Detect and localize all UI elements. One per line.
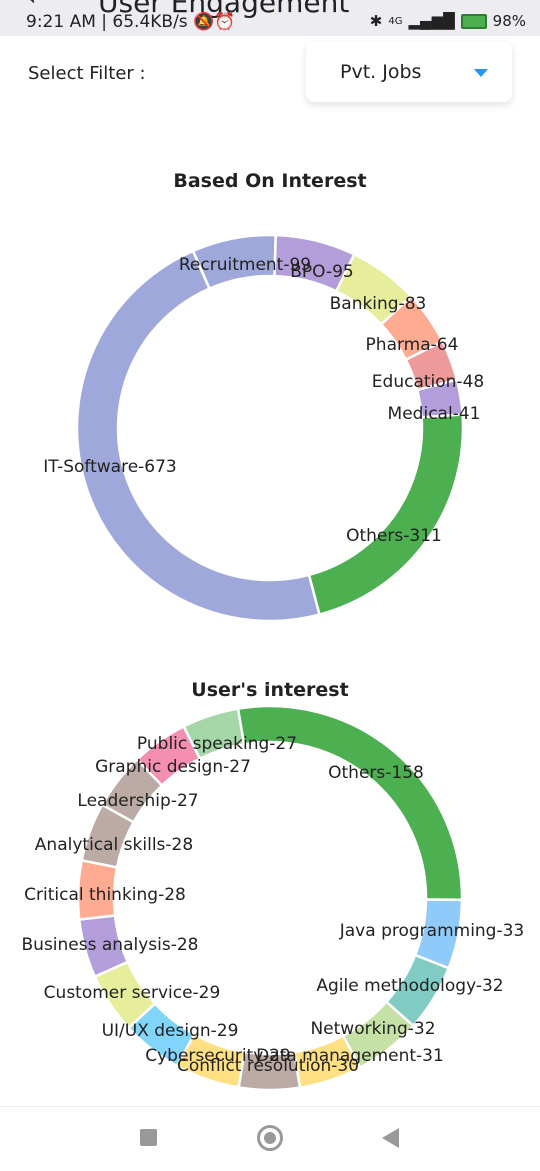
slice-label-ui-ux-design: UI/UX design-29 <box>102 1021 239 1041</box>
slice-label-agile-methodology: Agile methodology-32 <box>316 976 503 996</box>
slice-label-leadership: Leadership-27 <box>77 791 198 811</box>
status-icons: ✱ 4G ▂▄▆█ 98% <box>370 12 526 30</box>
chart2-title: User's interest <box>191 679 349 701</box>
bluetooth-icon: ✱ <box>369 12 383 30</box>
home-icon[interactable] <box>257 1125 283 1151</box>
slice-label-it-software: IT-Software-673 <box>43 457 177 477</box>
slice-label-data-management: Data management-31 <box>256 1046 444 1066</box>
battery-icon <box>460 13 487 29</box>
filter-selected-value: Pvt. Jobs <box>340 61 422 83</box>
slice-label-banking: Banking-83 <box>330 294 427 314</box>
slice-label-medical: Medical-41 <box>388 404 481 424</box>
status-time-speed: 9:21 AM | 65.4KB/s 🔕⏰ <box>26 12 236 32</box>
caret-down-icon <box>474 69 488 77</box>
slice-label-recruitment: Recruitment-99 <box>179 255 311 275</box>
slice-label-bpo: BPO-95 <box>290 262 354 282</box>
back-icon[interactable] <box>382 1128 399 1148</box>
chart-users-interest: Others-158 Java programming-33 Agile metho… <box>22 704 525 1092</box>
chart1-title: Based On Interest <box>173 170 367 192</box>
navigation-bar <box>0 1106 540 1171</box>
signal-icon: ▂▄▆█ <box>408 12 455 30</box>
slice-label-customer-service: Customer service-29 <box>44 983 221 1003</box>
bell-muted-icon: 🔕 <box>193 12 215 32</box>
battery-percent: 98% <box>492 12 526 30</box>
filter-dropdown[interactable]: Pvt. Jobs <box>306 42 512 102</box>
slice-label-critical-thinking: Critical thinking-28 <box>24 885 186 905</box>
slice-label-public-speaking: Public speaking-27 <box>137 734 297 754</box>
slice-label-graphic-design: Graphic design-27 <box>95 757 251 777</box>
slice-label-business-analysis: Business analysis-28 <box>22 935 199 955</box>
network-type: 4G <box>388 15 403 27</box>
slice-label-education: Education-48 <box>372 372 484 392</box>
slice-others[interactable] <box>307 413 465 617</box>
slice-public-speaking[interactable] <box>182 707 246 761</box>
status-bar: ‹ User Engagement 9:21 AM | 65.4KB/s 🔕⏰ … <box>0 0 540 36</box>
slice-label-conflict-resolution: Conflict resolution-30 <box>177 1056 359 1076</box>
back-arrow-icon[interactable]: ‹ <box>26 0 36 12</box>
filter-label: Select Filter : <box>28 63 146 84</box>
slice-label-others: Others-158 <box>328 763 424 783</box>
recents-icon[interactable] <box>140 1129 157 1146</box>
slice-label-java-programming: Java programming-33 <box>339 921 525 941</box>
slice-label-analytical-skills: Analytical skills-28 <box>35 835 193 855</box>
slice-label-others: Others-311 <box>346 526 442 546</box>
alarm-icon: ⏰ <box>214 12 236 32</box>
page-title: User Engagement <box>98 0 350 19</box>
slice-label-pharma: Pharma-64 <box>366 335 459 355</box>
slice-label-cybersecurity: Cybersecurity-29 <box>145 1046 291 1066</box>
slice-label-networking: Networking-32 <box>310 1019 435 1039</box>
slice-it-software[interactable] <box>75 249 321 623</box>
